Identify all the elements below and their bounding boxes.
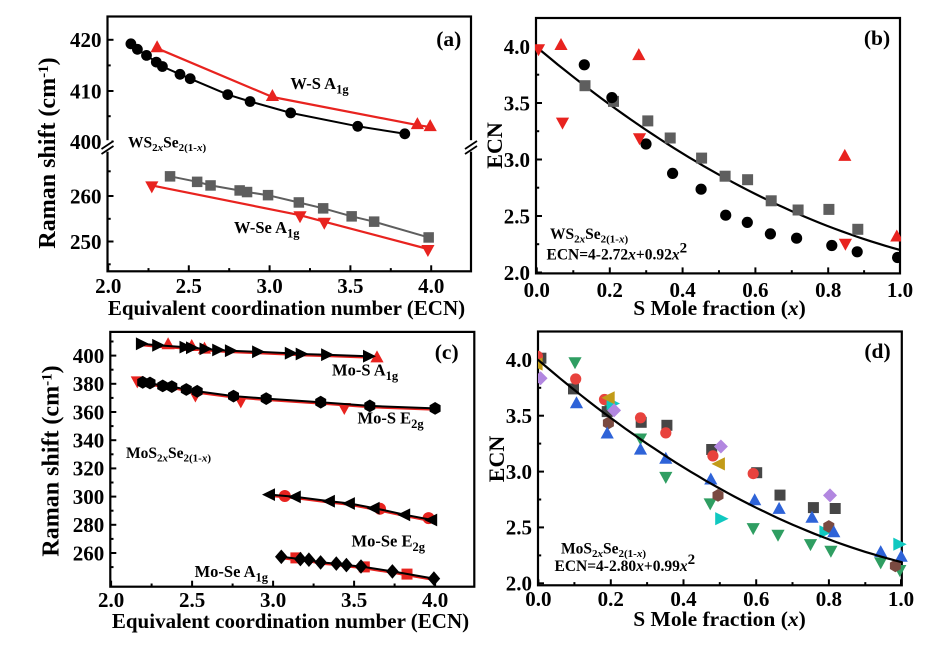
svg-text:2.0: 2.0 — [98, 588, 124, 612]
svg-text:0.4: 0.4 — [670, 587, 697, 611]
svg-text:2.5: 2.5 — [504, 204, 530, 228]
svg-text:380: 380 — [73, 372, 105, 396]
svg-text:300: 300 — [73, 485, 105, 509]
svg-text:3.5: 3.5 — [506, 404, 532, 428]
svg-text:Mo-S E2g: Mo-S E2g — [358, 409, 425, 432]
svg-text:410: 410 — [70, 79, 102, 103]
svg-text:S Mole fraction (x): S Mole fraction (x) — [633, 296, 806, 320]
svg-text:0.0: 0.0 — [525, 587, 551, 611]
svg-text:260: 260 — [73, 541, 105, 565]
svg-text:(a): (a) — [436, 27, 461, 51]
svg-text:Mo-S A1g: Mo-S A1g — [332, 361, 399, 384]
svg-text:0.0: 0.0 — [524, 278, 550, 302]
svg-text:280: 280 — [73, 513, 105, 537]
svg-text:(d): (d) — [864, 339, 890, 363]
svg-text:Raman shift (cm-1): Raman shift (cm-1) — [35, 57, 61, 248]
svg-text:(b): (b) — [864, 26, 890, 50]
svg-text:ECN: ECN — [484, 436, 509, 483]
svg-text:0.2: 0.2 — [597, 278, 623, 302]
svg-text:ECN: ECN — [482, 122, 507, 169]
svg-text:0.2: 0.2 — [598, 587, 624, 611]
svg-text:3.0: 3.0 — [256, 274, 282, 298]
svg-text:4.0: 4.0 — [506, 348, 532, 372]
svg-text:S Mole fraction (x): S Mole fraction (x) — [633, 607, 806, 631]
svg-text:4.0: 4.0 — [504, 35, 530, 59]
svg-text:Raman shift (cm-1): Raman shift (cm-1) — [39, 365, 65, 556]
svg-text:2.5: 2.5 — [176, 274, 202, 298]
svg-text:320: 320 — [73, 457, 105, 481]
svg-text:W-S A1g: W-S A1g — [290, 74, 349, 97]
svg-text:1.0: 1.0 — [888, 587, 914, 611]
svg-text:2.0: 2.0 — [504, 261, 530, 285]
svg-text:400: 400 — [73, 344, 105, 368]
svg-text:420: 420 — [70, 28, 102, 52]
svg-text:2.0: 2.0 — [95, 274, 121, 298]
svg-text:W-Se A1g: W-Se A1g — [234, 218, 300, 241]
svg-text:3.5: 3.5 — [504, 91, 530, 115]
svg-text:3.5: 3.5 — [341, 588, 367, 612]
svg-text:Equivalent coordination number: Equivalent coordination number (ECN) — [108, 296, 465, 320]
svg-text:(c): (c) — [435, 340, 459, 364]
svg-text:400: 400 — [70, 130, 102, 154]
svg-text:0.8: 0.8 — [815, 278, 841, 302]
svg-text:3.5: 3.5 — [337, 274, 363, 298]
svg-text:2.5: 2.5 — [506, 516, 532, 540]
svg-text:Mo-Se E2g: Mo-Se E2g — [352, 532, 426, 555]
svg-text:1.0: 1.0 — [887, 278, 913, 302]
svg-text:ECN=4-2.72x+0.92x2: ECN=4-2.72x+0.92x2 — [547, 241, 688, 264]
svg-text:0.8: 0.8 — [816, 587, 842, 611]
svg-text:Mo-Se A1g: Mo-Se A1g — [195, 562, 269, 585]
svg-text:2.5: 2.5 — [179, 588, 205, 612]
svg-text:4.0: 4.0 — [418, 274, 444, 298]
svg-text:2.0: 2.0 — [506, 572, 532, 596]
svg-text:3.0: 3.0 — [506, 460, 532, 484]
svg-text:340: 340 — [73, 429, 105, 453]
svg-text:0.6: 0.6 — [742, 278, 768, 302]
svg-text:0.6: 0.6 — [743, 587, 769, 611]
svg-text:4.0: 4.0 — [422, 588, 448, 612]
svg-text:Equivalent coordination number: Equivalent coordination number (ECN) — [112, 609, 469, 633]
svg-text:3.0: 3.0 — [504, 148, 530, 172]
svg-text:260: 260 — [70, 184, 102, 208]
svg-text:250: 250 — [70, 230, 102, 254]
svg-text:3.0: 3.0 — [260, 588, 286, 612]
svg-text:ECN=4-2.80x+0.99x2: ECN=4-2.80x+0.99x2 — [555, 552, 696, 575]
svg-text:0.4: 0.4 — [669, 278, 696, 302]
svg-text:360: 360 — [73, 400, 105, 424]
